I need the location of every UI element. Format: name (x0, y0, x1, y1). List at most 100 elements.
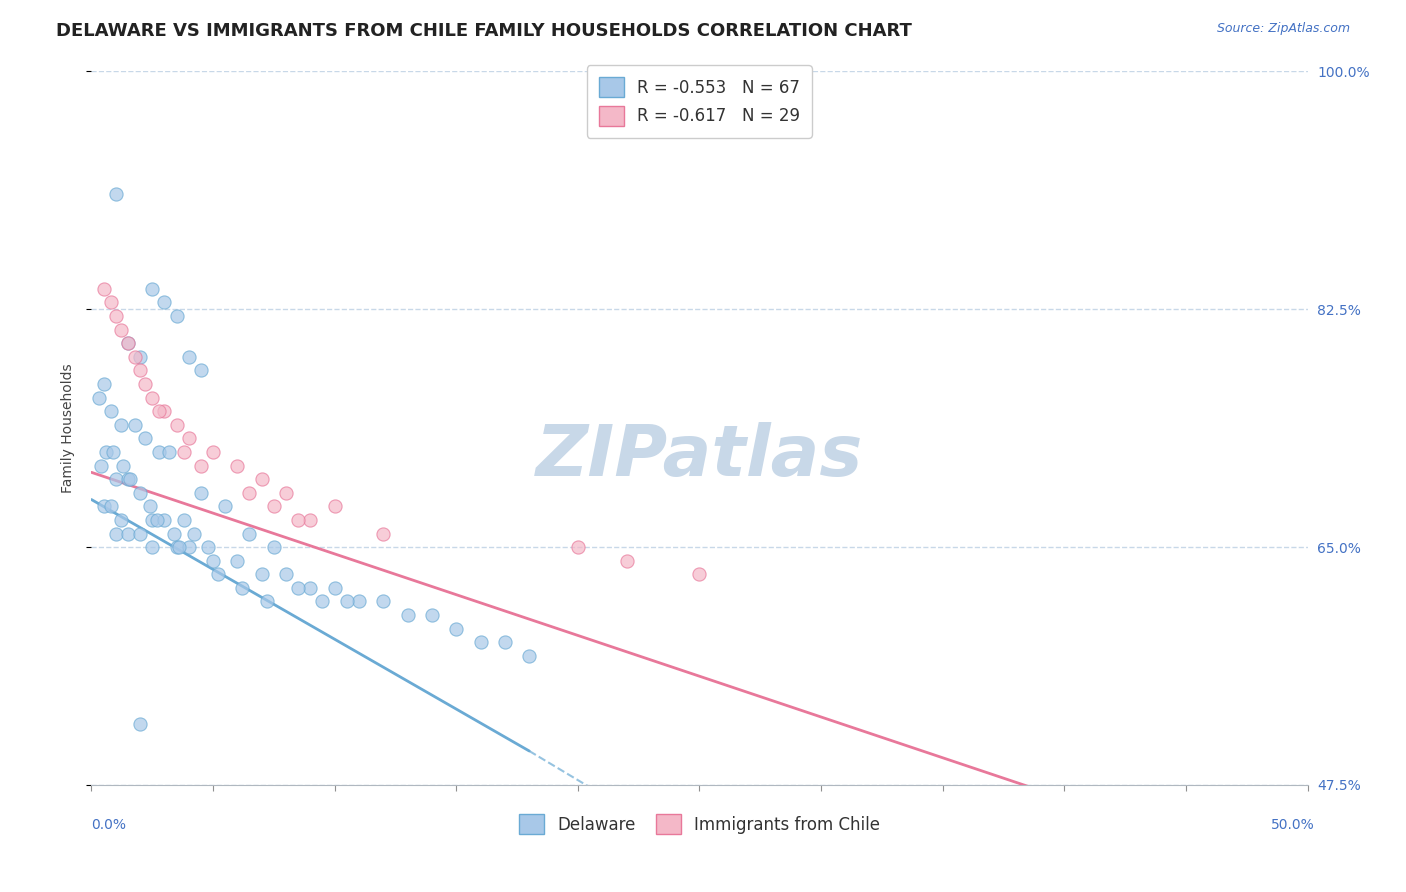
Point (214, 500, 236, 514)
Point (190, 485, 212, 500)
Point (226, 554, 249, 568)
Point (157, 445, 180, 459)
Point (146, 513, 169, 527)
Point (129, 350, 152, 364)
Point (299, 513, 322, 527)
Point (190, 363, 212, 377)
Point (616, 554, 638, 568)
Point (274, 485, 297, 500)
Point (94, 445, 117, 459)
Point (347, 594, 370, 608)
Point (202, 554, 225, 568)
Point (117, 472, 139, 486)
Point (323, 581, 346, 595)
Point (124, 350, 146, 364)
Text: 50.0%: 50.0% (1271, 818, 1315, 832)
Point (323, 500, 346, 514)
Point (129, 716, 152, 731)
Point (129, 485, 152, 500)
Point (173, 513, 195, 527)
Point (166, 540, 188, 554)
Point (517, 648, 540, 663)
Point (173, 445, 195, 459)
Point (336, 594, 359, 608)
Point (688, 567, 710, 582)
Point (100, 404, 122, 418)
Point (100, 500, 122, 514)
Point (141, 282, 163, 296)
Point (177, 431, 200, 445)
Point (166, 309, 188, 323)
Point (177, 540, 200, 554)
Point (111, 458, 134, 473)
Point (1102, 880, 1125, 892)
Point (238, 485, 260, 500)
Point (373, 526, 395, 541)
Point (396, 608, 419, 623)
Point (139, 500, 162, 514)
Point (567, 540, 589, 554)
Legend: Delaware, Immigrants from Chile: Delaware, Immigrants from Chile (512, 807, 887, 841)
Point (177, 350, 200, 364)
Point (129, 526, 152, 541)
Point (104, 309, 127, 323)
Point (163, 526, 186, 541)
Point (141, 391, 163, 405)
Point (183, 526, 205, 541)
Point (90, 458, 112, 473)
Point (250, 567, 273, 582)
Point (299, 581, 322, 595)
Point (103, 445, 125, 459)
Point (100, 295, 122, 310)
Point (190, 458, 212, 473)
Point (134, 431, 156, 445)
Text: DELAWARE VS IMMIGRANTS FROM CHILE FAMILY HOUSEHOLDS CORRELATION CHART: DELAWARE VS IMMIGRANTS FROM CHILE FAMILY… (56, 22, 912, 40)
Point (87, 391, 110, 405)
Point (117, 336, 139, 351)
Point (153, 295, 176, 310)
Point (274, 567, 297, 582)
Point (166, 417, 188, 432)
Point (117, 336, 139, 351)
Text: ZIPatlas: ZIPatlas (536, 422, 863, 491)
Point (256, 594, 278, 608)
Point (420, 608, 443, 623)
Point (470, 635, 492, 649)
Point (148, 445, 170, 459)
Point (494, 635, 516, 649)
Point (117, 526, 139, 541)
Point (141, 513, 163, 527)
Point (93, 282, 115, 296)
Point (148, 404, 170, 418)
Point (311, 594, 333, 608)
Point (287, 513, 309, 527)
Point (226, 458, 249, 473)
Text: 0.0%: 0.0% (91, 818, 127, 832)
Point (263, 500, 285, 514)
Point (197, 540, 219, 554)
Point (93, 376, 115, 391)
Point (202, 445, 225, 459)
Point (110, 323, 132, 337)
Point (263, 540, 285, 554)
Point (104, 186, 127, 201)
Point (104, 526, 127, 541)
Point (120, 472, 142, 486)
Point (238, 526, 260, 541)
Point (110, 417, 132, 432)
Text: Source: ZipAtlas.com: Source: ZipAtlas.com (1216, 22, 1350, 36)
Point (207, 567, 229, 582)
Point (124, 417, 146, 432)
Point (167, 540, 190, 554)
Point (141, 540, 163, 554)
Point (110, 513, 132, 527)
Point (129, 363, 152, 377)
Point (444, 622, 467, 636)
Point (104, 472, 127, 486)
Y-axis label: Family Households: Family Households (62, 363, 76, 493)
Point (134, 376, 156, 391)
Point (250, 472, 273, 486)
Point (287, 581, 309, 595)
Point (231, 581, 253, 595)
Point (153, 513, 176, 527)
